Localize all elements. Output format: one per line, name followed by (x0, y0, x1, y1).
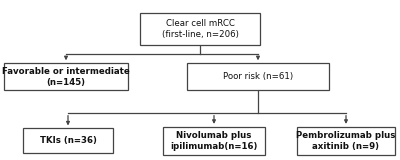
FancyBboxPatch shape (187, 63, 329, 90)
Text: Favorable or intermediate
(n=145): Favorable or intermediate (n=145) (2, 67, 130, 87)
Text: Poor risk (n=61): Poor risk (n=61) (223, 72, 293, 81)
FancyBboxPatch shape (140, 13, 260, 45)
Text: TKIs (n=36): TKIs (n=36) (40, 136, 96, 145)
FancyBboxPatch shape (4, 63, 128, 90)
FancyBboxPatch shape (23, 128, 113, 153)
Text: Pembrolizumab plus
axitinib (n=9): Pembrolizumab plus axitinib (n=9) (296, 131, 396, 151)
Text: Clear cell mRCC
(first-line, n=206): Clear cell mRCC (first-line, n=206) (162, 19, 238, 39)
Text: Nivolumab plus
ipilimumab(n=16): Nivolumab plus ipilimumab(n=16) (170, 131, 258, 151)
FancyBboxPatch shape (163, 127, 265, 155)
FancyBboxPatch shape (297, 127, 395, 155)
